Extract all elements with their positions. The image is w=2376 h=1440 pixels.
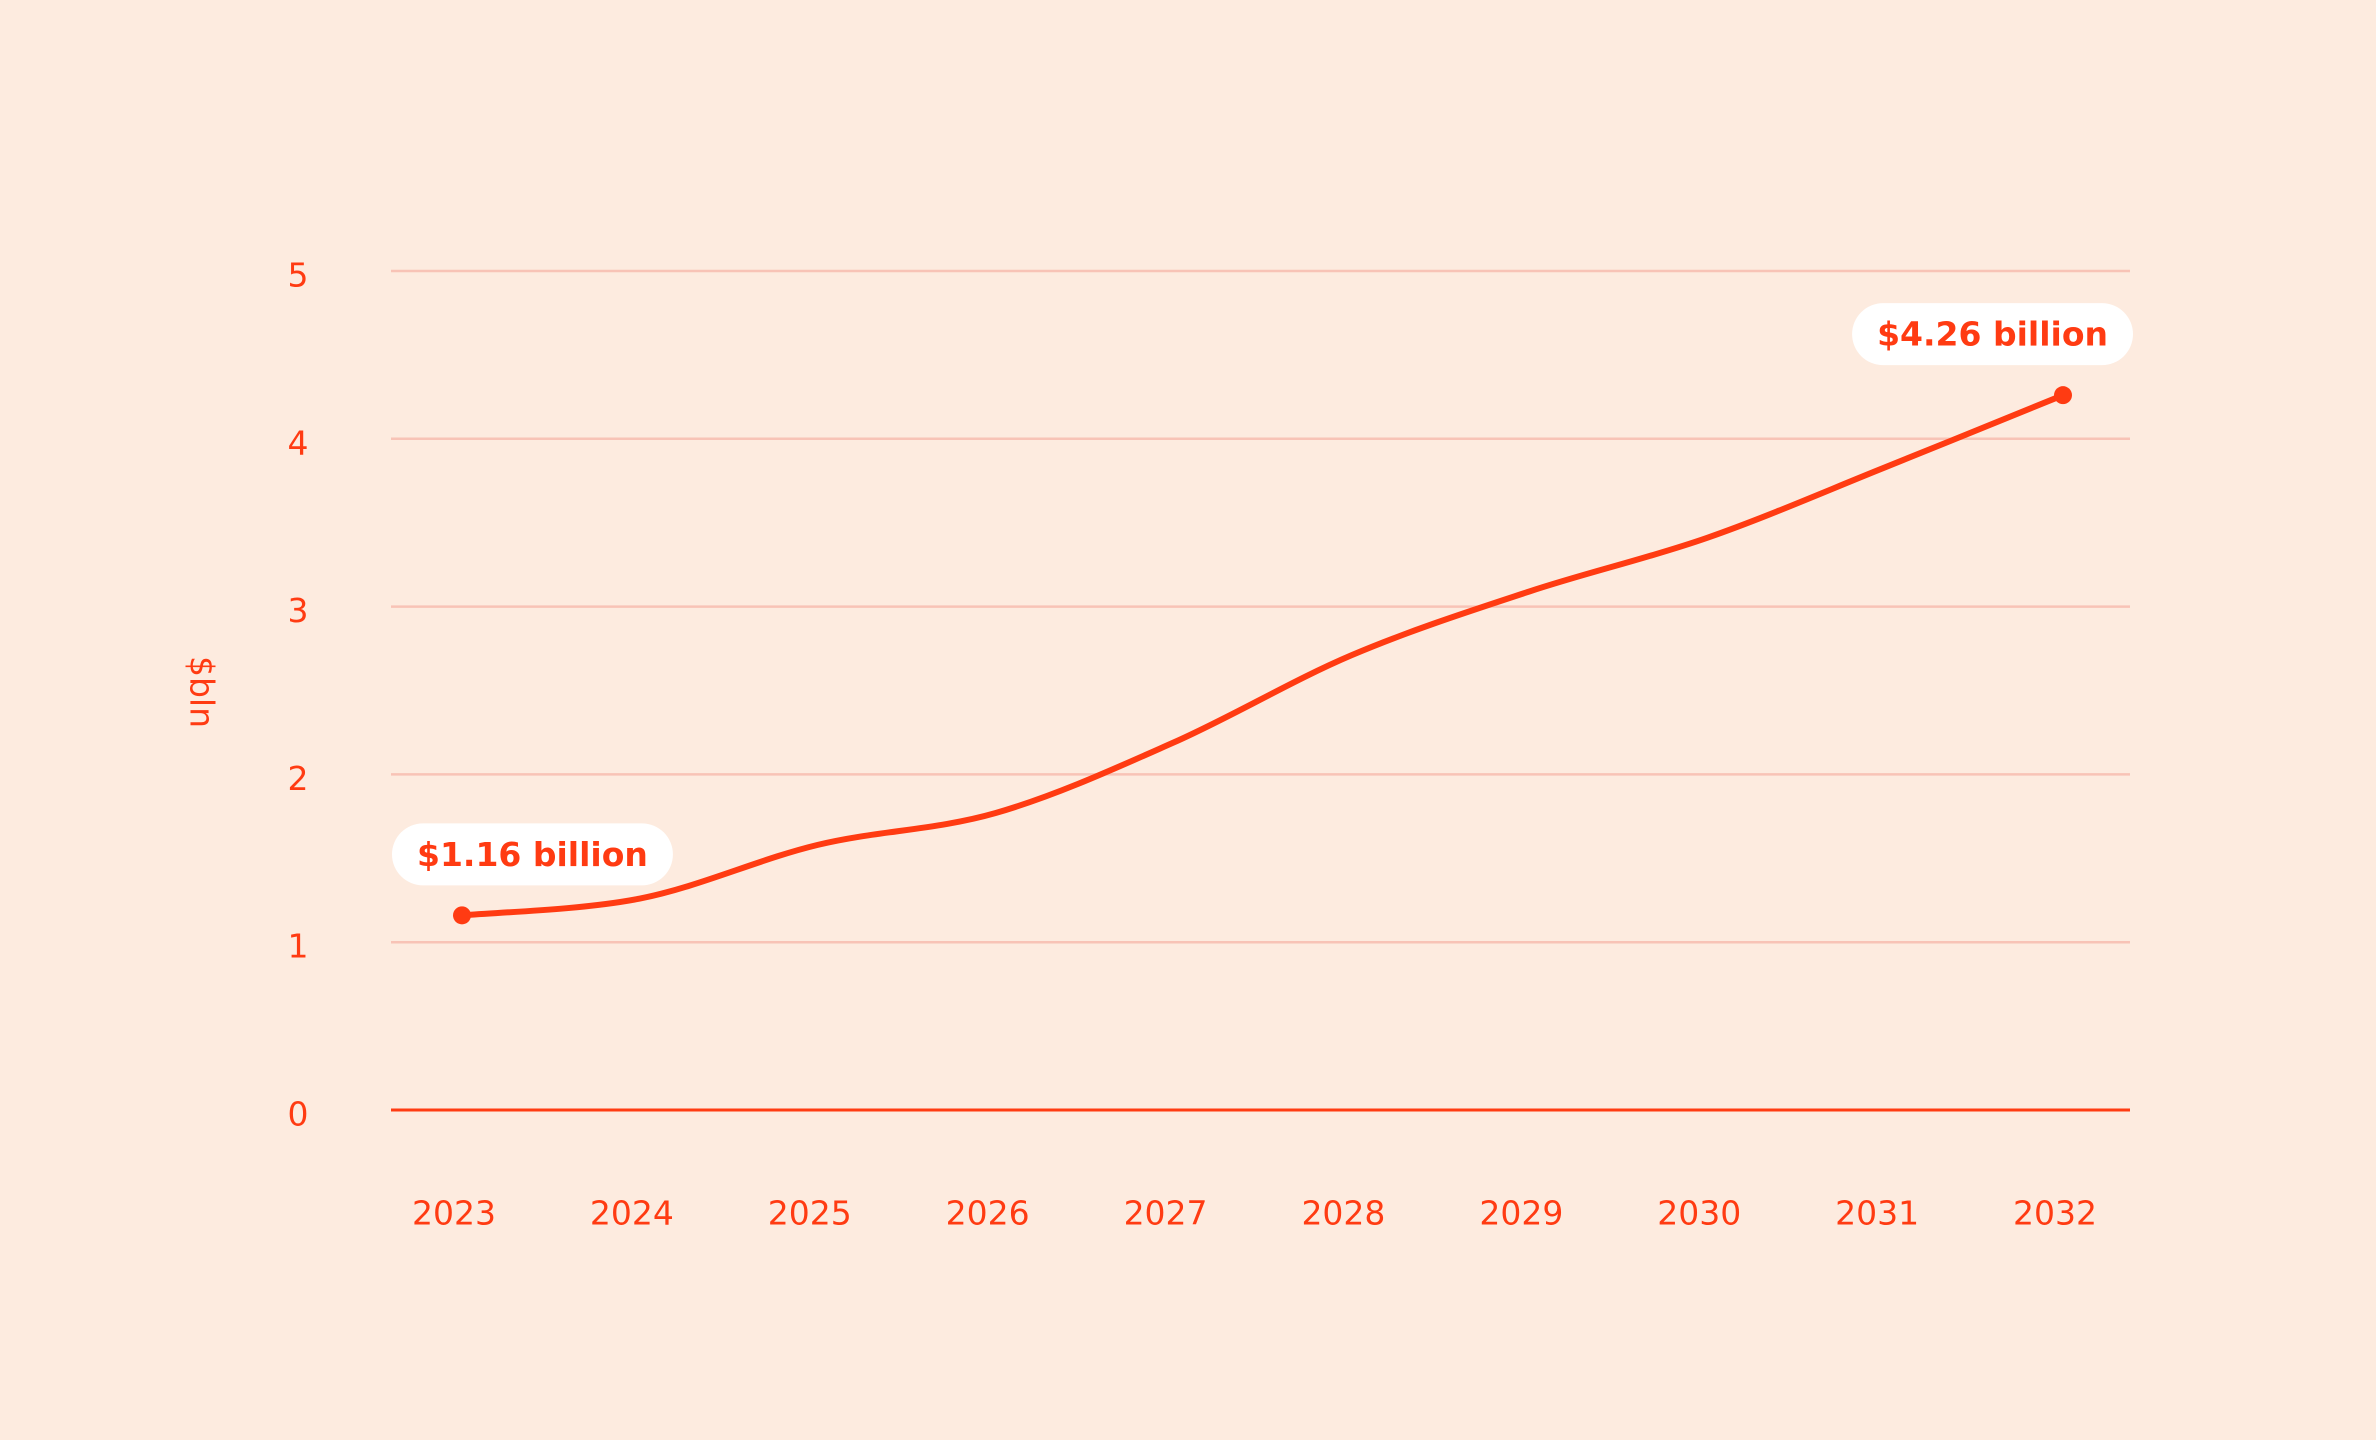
y-tick-label: 4 [288, 423, 309, 462]
x-tick-label: 2025 [768, 1194, 852, 1233]
x-tick-label: 2032 [2013, 1194, 2097, 1233]
y-axis-label: $bln [183, 656, 222, 728]
x-tick-label: 2027 [1124, 1194, 1208, 1233]
data-label: $4.26 billion [1877, 315, 2108, 354]
y-tick-label: 1 [288, 927, 309, 966]
point [2054, 386, 2072, 405]
x-tick-label: 2028 [1301, 1194, 1385, 1233]
x-tick-label: 2026 [946, 1194, 1030, 1233]
data-label: $1.16 billion [417, 835, 648, 874]
line [459, 392, 2066, 919]
x-tick-label: 2024 [590, 1194, 674, 1233]
x-tick-label: 2023 [412, 1194, 496, 1233]
data-label-pill [392, 823, 673, 886]
x-tick-label: 2029 [1479, 1194, 1563, 1233]
point [453, 906, 471, 925]
y-tick-label: 5 [288, 256, 309, 295]
x-tick-label: 2030 [1657, 1194, 1741, 1233]
x-tick-label: 2031 [1835, 1194, 1919, 1233]
y-tick-label: 0 [288, 1095, 309, 1134]
data-label-pill [1852, 303, 2133, 366]
y-tick-label: 2 [288, 759, 309, 798]
y-tick-label: 3 [288, 591, 309, 630]
